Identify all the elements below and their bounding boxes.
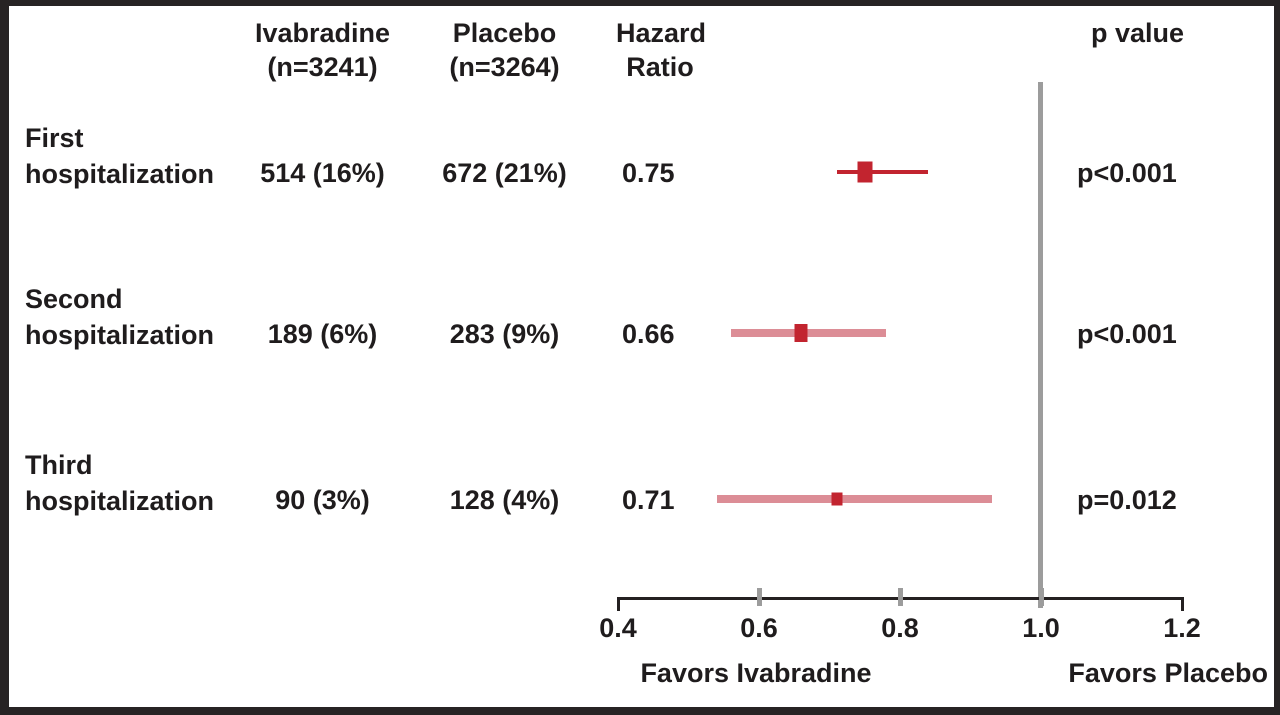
row-label-second-hospitalization: Second hospitalization xyxy=(25,281,240,353)
axis-tick-label-0.4: 0.4 xyxy=(599,613,637,643)
favors-placebo-label: Favors Placebo xyxy=(1068,658,1268,688)
ivabradine-count-row2: 189 (6%) xyxy=(267,319,378,349)
axis-tick-0.8 xyxy=(897,588,903,606)
placebo-count-row3: 128 (4%) xyxy=(449,485,560,515)
row-label-line2: hospitalization xyxy=(25,486,214,516)
p-value-row2: p<0.001 xyxy=(1077,319,1177,349)
hazard-ratio-value-row1: 0.75 xyxy=(622,158,675,188)
axis-tick-0.6 xyxy=(756,588,762,606)
column-header-p-value: p value xyxy=(1090,18,1185,48)
column-header-ivabradine-line1: Ivabradine xyxy=(254,18,391,48)
column-header-ivabradine-line2: (n=3241) xyxy=(267,52,378,82)
favors-ivabradine-label: Favors Ivabradine xyxy=(640,658,872,688)
ivabradine-count-row3: 90 (3%) xyxy=(275,485,370,515)
p-value-row3: p=0.012 xyxy=(1077,485,1177,515)
hazard-ratio-marker xyxy=(831,492,843,506)
axis-tick-1.0 xyxy=(1038,588,1044,606)
hazard-ratio-marker xyxy=(794,324,808,342)
column-header-placebo-line1: Placebo xyxy=(452,18,557,48)
column-header-placebo: Placebo (n=3264) xyxy=(412,16,597,84)
column-header-hazard-ratio-line2: Ratio xyxy=(626,52,694,82)
confidence-interval-line xyxy=(730,329,886,337)
column-header-hazard-ratio: Hazard Ratio xyxy=(616,16,707,84)
hazard-ratio-value-row3: 0.71 xyxy=(622,485,675,515)
hazard-ratio-value-row2: 0.66 xyxy=(622,319,675,349)
axis-tick-label-0.8: 0.8 xyxy=(881,613,919,643)
confidence-interval-line xyxy=(836,170,929,174)
row-label-first-hospitalization: First hospitalization xyxy=(25,120,240,192)
p-value-row1: p<0.001 xyxy=(1077,158,1177,188)
axis-tick-label-0.6: 0.6 xyxy=(740,613,778,643)
placebo-count-row1: 672 (21%) xyxy=(442,158,567,188)
row-label-line1: Third xyxy=(25,450,93,480)
reference-line-hr-1 xyxy=(1038,82,1043,608)
hazard-ratio-marker xyxy=(857,161,873,183)
axis-tick-0.4 xyxy=(616,597,620,611)
confidence-interval-line xyxy=(716,495,992,503)
placebo-count-row2: 283 (9%) xyxy=(449,319,560,349)
row-label-third-hospitalization: Third hospitalization xyxy=(25,447,240,519)
axis-tick-1.2 xyxy=(1180,597,1184,611)
row-label-line1: Second xyxy=(25,284,123,314)
axis-tick-label-1.2: 1.2 xyxy=(1163,613,1201,643)
row-label-line2: hospitalization xyxy=(25,159,214,189)
column-header-hazard-ratio-line1: Hazard xyxy=(616,18,707,48)
row-label-line1: First xyxy=(25,123,84,153)
column-header-ivabradine: Ivabradine (n=3241) xyxy=(230,16,415,84)
row-label-line2: hospitalization xyxy=(25,320,214,350)
column-header-placebo-line2: (n=3264) xyxy=(449,52,560,82)
ivabradine-count-row1: 514 (16%) xyxy=(260,158,385,188)
axis-tick-label-1.0: 1.0 xyxy=(1022,613,1060,643)
